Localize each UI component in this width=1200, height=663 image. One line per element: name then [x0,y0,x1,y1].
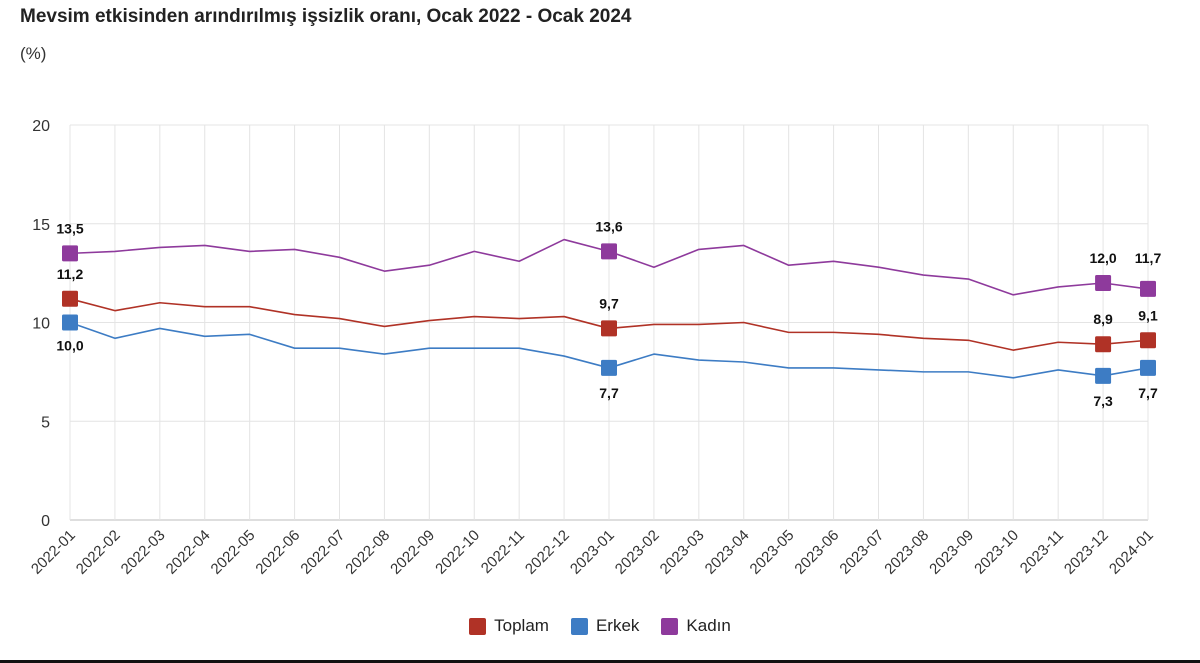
data-point-marker [1140,332,1156,349]
x-tick-label: 2023-04 [702,527,753,578]
data-point-marker [601,243,617,260]
x-tick-label: 2023-06 [791,527,842,578]
x-tick-label: 2022-12 [522,527,573,578]
chart-legend: Toplam Erkek Kadın [0,616,1200,636]
legend-label-erkek: Erkek [595,616,640,635]
x-tick-label: 2022-05 [208,527,259,578]
legend-label-toplam: Toplam [494,616,549,635]
y-tick-label: 0 [41,513,50,530]
x-tick-label: 2023-03 [657,527,708,578]
chart-unit-label: (%) [20,44,47,63]
data-label: 7,7 [1138,385,1158,401]
data-point-marker [62,245,78,262]
data-label: 12,0 [1089,250,1116,266]
x-tick-label: 2023-01 [567,527,618,578]
x-tick-label: 2023-07 [836,527,887,578]
x-tick-label: 2022-08 [342,527,393,578]
x-tick-label: 2022-02 [73,527,124,578]
line-chart: 051015202022-012022-022022-032022-042022… [28,118,1162,578]
x-tick-label: 2023-08 [881,527,932,578]
y-tick-label: 15 [32,217,50,234]
x-tick-label: 2024-01 [1106,527,1157,578]
data-label: 11,7 [1135,250,1162,266]
x-tick-label: 2022-07 [297,527,348,578]
data-label: 7,7 [599,385,619,401]
data-label: 10,0 [56,338,83,354]
data-point-marker [1140,280,1156,297]
x-tick-label: 2022-11 [478,527,528,577]
legend-label-kadin: Kadın [686,616,731,635]
x-tick-label: 2022-04 [163,527,214,578]
data-point-marker [1095,275,1112,291]
legend-swatch-toplam [469,617,487,635]
data-label: 7,3 [1093,393,1113,409]
x-tick-label: 2022-06 [252,527,303,578]
y-tick-label: 10 [32,316,50,333]
chart-title: Mevsim etkisinden arındırılmış işsizlik … [20,6,632,27]
data-label: 13,5 [56,220,83,236]
data-point-marker [62,290,78,307]
legend-swatch-kadin [661,617,679,635]
x-tick-label: 2023-09 [926,527,977,578]
data-label: 9,1 [1138,307,1158,323]
data-label: 11,2 [57,266,84,282]
data-point-marker [1095,336,1112,353]
x-tick-label: 2022-09 [387,527,438,578]
legend-swatch-erkek [570,617,588,635]
legend-item-kadin[interactable]: Kadın [661,616,731,636]
data-label: 13,6 [595,218,622,234]
data-point-marker [601,320,617,337]
x-tick-label: 2023-12 [1061,527,1112,578]
x-tick-label: 2022-01 [28,527,79,578]
x-tick-label: 2023-10 [971,527,1022,578]
bottom-divider [0,660,1200,663]
data-label: 8,9 [1093,311,1113,327]
x-tick-label: 2023-02 [612,527,663,578]
x-tick-label: 2022-03 [118,527,169,578]
x-tick-label: 2023-11 [1017,527,1067,577]
data-point-marker [601,359,617,376]
x-tick-label: 2022-10 [432,527,483,578]
data-point-marker [1095,367,1112,384]
legend-item-erkek[interactable]: Erkek [570,616,640,636]
legend-item-toplam[interactable]: Toplam [469,616,549,636]
data-point-marker [1140,359,1156,376]
y-tick-label: 5 [41,414,50,431]
data-label: 9,7 [599,295,619,311]
x-tick-label: 2023-05 [747,527,798,578]
data-point-marker [62,314,78,331]
y-tick-label: 20 [32,118,50,135]
